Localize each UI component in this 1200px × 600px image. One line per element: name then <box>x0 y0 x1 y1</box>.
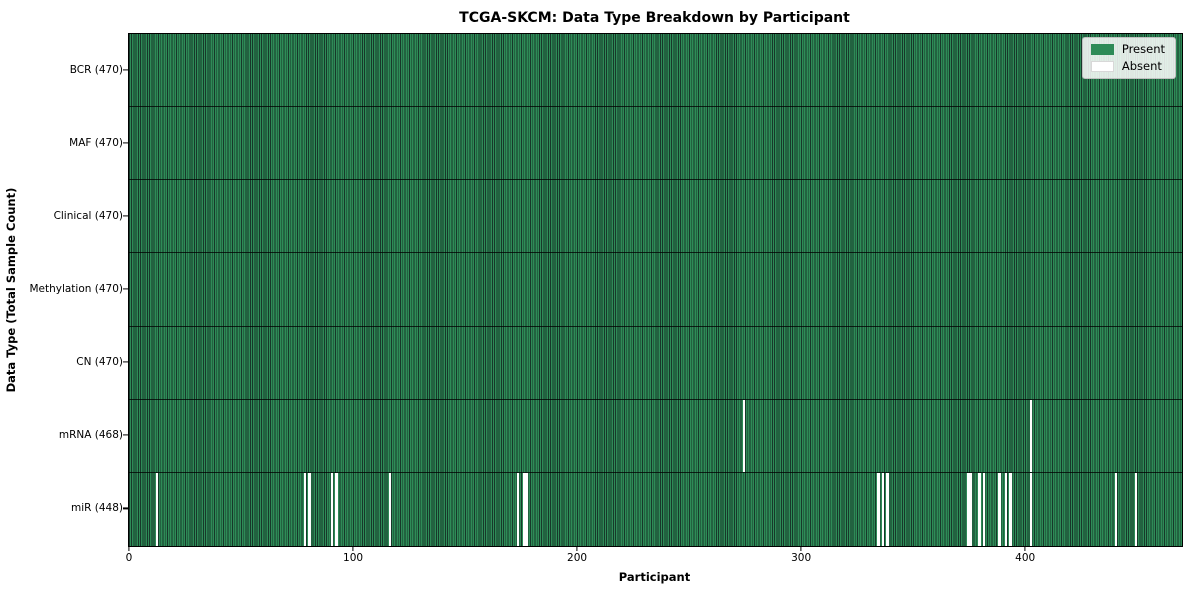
x-tick-label: 100 <box>343 552 364 564</box>
legend-swatch-present <box>1090 44 1114 56</box>
absent-stripe <box>978 472 981 546</box>
absent-stripe <box>742 399 746 472</box>
absent-stripe <box>886 472 889 546</box>
absent-stripe <box>998 472 1001 546</box>
absent-stripe <box>1134 472 1138 546</box>
x-tick-mark <box>352 546 354 551</box>
legend-label: Present <box>1121 42 1165 56</box>
heatmap-row-maf <box>129 107 1182 181</box>
y-tick-mark <box>123 288 128 290</box>
absent-stripe <box>1005 472 1008 546</box>
absent-stripe <box>969 472 972 546</box>
heatmap-row-methylation <box>129 253 1182 327</box>
x-tick-mark <box>576 546 578 551</box>
absent-stripe <box>308 472 311 546</box>
y-tick-label: MAF (470) <box>69 136 123 149</box>
x-tick-label: 200 <box>567 552 588 564</box>
legend-swatch-absent <box>1090 60 1114 72</box>
y-tick-mark <box>123 142 128 144</box>
heatmap-row-bcr <box>129 34 1182 108</box>
heatmap-row-cn <box>129 326 1182 400</box>
absent-stripe <box>525 472 528 546</box>
heatmap-row-mir <box>129 472 1182 546</box>
absent-stripe <box>1029 399 1033 472</box>
y-tick-label: mRNA (468) <box>58 429 123 442</box>
chart-title: TCGA-SKCM: Data Type Breakdown by Partic… <box>459 10 850 26</box>
absent-stripe <box>523 472 526 546</box>
absent-stripe <box>155 472 159 546</box>
x-axis-label: Participant <box>618 570 691 584</box>
y-tick-label: CN (470) <box>76 356 123 369</box>
heatmap-row-clinical <box>129 180 1182 254</box>
legend: Present Absent <box>1081 37 1176 79</box>
heatmap-row-mrna <box>129 399 1182 473</box>
y-axis-label: Data Type (Total Sample Count) <box>4 187 18 393</box>
y-tick-mark <box>123 68 128 71</box>
y-tick-label: BCR (470) <box>69 63 123 76</box>
legend-label: Absent <box>1121 58 1162 73</box>
absent-stripe <box>516 472 519 546</box>
absent-stripe <box>966 472 970 546</box>
absent-stripe <box>1009 472 1012 546</box>
absent-stripe <box>877 472 880 546</box>
absent-stripe <box>982 472 985 546</box>
y-tick-mark <box>123 434 128 436</box>
x-tick-label: 300 <box>791 552 812 564</box>
legend-entry-present: Present <box>1090 42 1165 56</box>
absent-stripe <box>881 472 885 546</box>
heatmap-plot-area <box>128 33 1183 547</box>
absent-stripe <box>330 472 334 546</box>
absent-stripe <box>1029 472 1033 546</box>
y-tick-label: miR (448) <box>70 502 123 515</box>
x-tick-mark <box>128 546 130 551</box>
x-tick-label: 400 <box>1015 552 1036 564</box>
legend-entry-absent: Absent <box>1090 58 1165 73</box>
x-tick-mark <box>1024 546 1026 551</box>
y-tick-mark <box>123 361 128 363</box>
y-tick-label: Methylation (470) <box>29 283 123 295</box>
y-tick-label: Clinical (470) <box>53 209 123 222</box>
absent-stripe <box>1114 472 1118 546</box>
absent-stripe <box>303 472 307 546</box>
absent-stripe <box>388 472 392 546</box>
absent-stripe <box>335 472 338 546</box>
x-tick-mark <box>800 546 802 551</box>
y-tick-mark <box>123 507 128 510</box>
x-tick-label: 0 <box>125 552 133 564</box>
y-tick-mark <box>123 215 128 217</box>
